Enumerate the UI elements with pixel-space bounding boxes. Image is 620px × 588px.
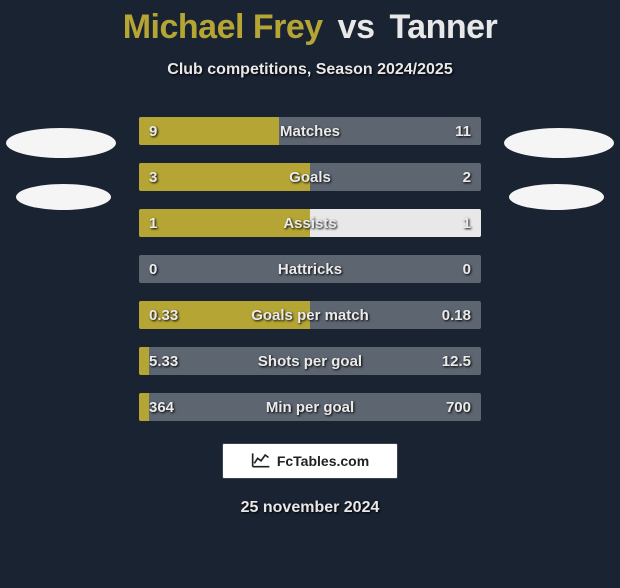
player1-fill xyxy=(139,163,310,191)
player2-value: 2 xyxy=(453,163,481,191)
stats-bars: 911Matches 32Goals 11Assists 0 0Hattricks 0.3… xyxy=(139,117,481,421)
player2-name: Tanner xyxy=(389,8,497,46)
player1-fill xyxy=(139,117,279,145)
badge-ellipse xyxy=(509,184,604,210)
player1-fill xyxy=(139,301,310,329)
stat-row: 911Matches xyxy=(139,117,481,145)
subtitle: Club competitions, Season 2024/2025 xyxy=(0,61,620,79)
stat-label: Min per goal xyxy=(139,393,481,421)
date-label: 25 november 2024 xyxy=(0,499,620,517)
chart-icon xyxy=(251,451,271,472)
watermark[interactable]: FcTables.com xyxy=(222,443,398,479)
stat-row: 0.330.18Goals per match xyxy=(139,301,481,329)
player2-value: 0 xyxy=(453,255,481,283)
badge-ellipse xyxy=(16,184,111,210)
player1-fill xyxy=(139,393,149,421)
badge-ellipse xyxy=(504,128,614,158)
player2-value: 0.18 xyxy=(432,301,481,329)
player2-value: 12.5 xyxy=(432,347,481,375)
stat-label: Shots per goal xyxy=(139,347,481,375)
player1-fill xyxy=(139,347,149,375)
stat-row: 5.3312.5Shots per goal xyxy=(139,347,481,375)
player1-fill xyxy=(139,209,310,237)
vs-label: vs xyxy=(338,8,375,46)
player1-name: Michael Frey xyxy=(123,8,323,46)
comparison-title: Michael Frey vs Tanner xyxy=(0,8,620,47)
badge-ellipse xyxy=(6,128,116,158)
stat-row: 0 0Hattricks xyxy=(139,255,481,283)
stat-row: 11Assists xyxy=(139,209,481,237)
player1-value: 0 xyxy=(139,255,167,283)
player1-badges xyxy=(6,128,116,210)
watermark-text: FcTables.com xyxy=(277,453,369,469)
player2-fill xyxy=(310,209,481,237)
player2-value: 11 xyxy=(445,117,481,145)
stat-row: 32Goals xyxy=(139,163,481,191)
stat-label: Hattricks xyxy=(139,255,481,283)
player2-value: 700 xyxy=(436,393,481,421)
player2-badges xyxy=(504,128,614,210)
stat-row: 364700Min per goal xyxy=(139,393,481,421)
